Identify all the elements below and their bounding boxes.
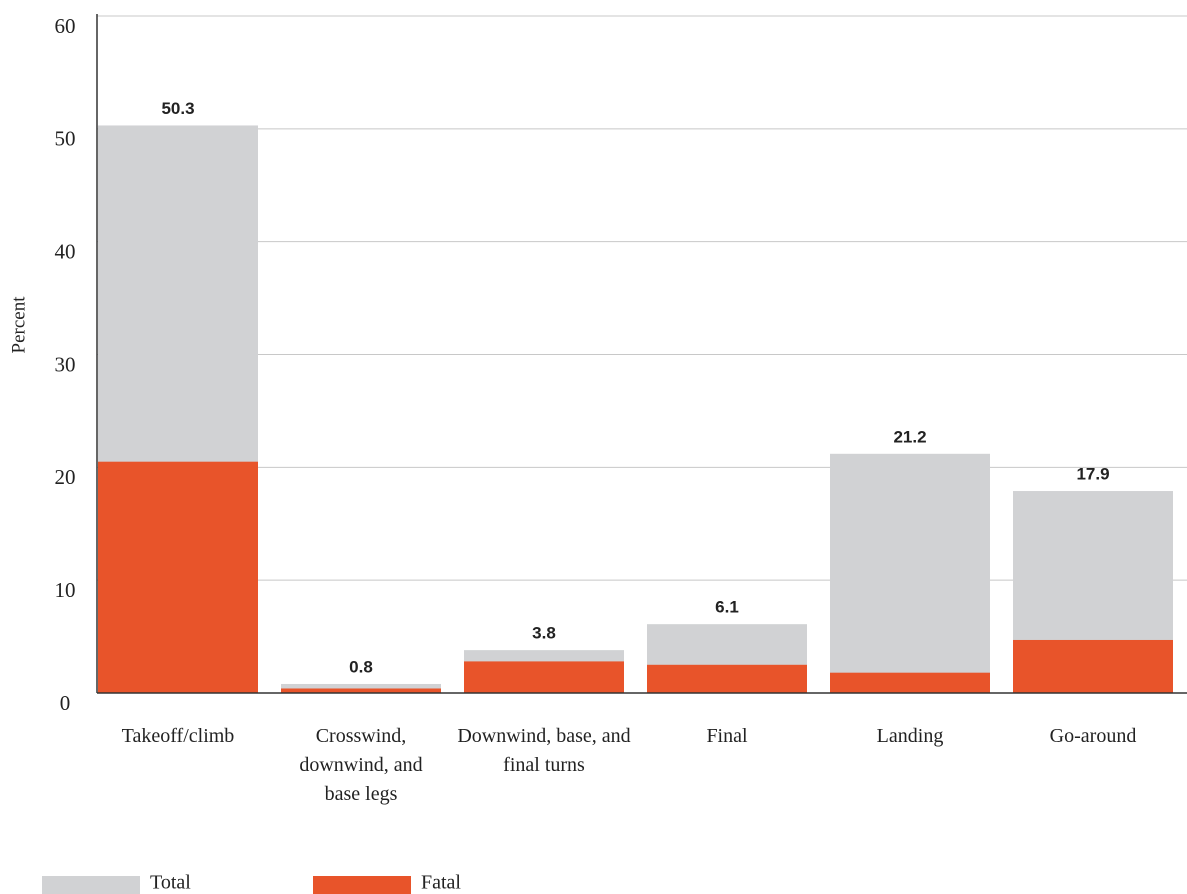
x-tick-label: Crosswind, downwind, and base legs: [299, 725, 423, 805]
y-tick-label: 0: [60, 691, 71, 715]
data-label: 50.3: [161, 99, 194, 118]
data-label: 6.1: [715, 598, 739, 617]
x-tick-label: Go-around: [1049, 725, 1137, 747]
bar: [830, 672, 990, 693]
bar: [647, 664, 807, 693]
y-tick-label: 10: [55, 578, 76, 602]
data-label: 21.2: [893, 427, 926, 446]
x-tick-label: Downwind, base, and final turns: [457, 725, 631, 776]
x-tick-label: Takeoff/climb: [121, 725, 235, 747]
data-label: 17.9: [1076, 465, 1109, 484]
y-tick-label: 50: [55, 127, 76, 151]
x-tick-label: Landing: [876, 725, 944, 747]
x-tick-label: Final: [706, 725, 748, 747]
y-tick-label: 60: [55, 14, 76, 38]
bar: [281, 688, 441, 693]
y-axis-label: Percent: [8, 296, 29, 354]
data-label: 0.8: [349, 657, 373, 676]
legend-swatch: [42, 876, 140, 894]
legend-swatch: [313, 876, 411, 894]
y-tick-label: 40: [55, 239, 76, 263]
legend-label: Fatal: [421, 872, 461, 894]
data-label: 3.8: [532, 624, 556, 643]
legend-label: Total: [150, 872, 191, 894]
bar: [830, 453, 990, 693]
bar: [464, 661, 624, 693]
y-tick-label: 20: [55, 465, 76, 489]
bar: [1013, 639, 1173, 693]
bar: [98, 461, 258, 693]
y-tick-label: 30: [55, 352, 76, 376]
